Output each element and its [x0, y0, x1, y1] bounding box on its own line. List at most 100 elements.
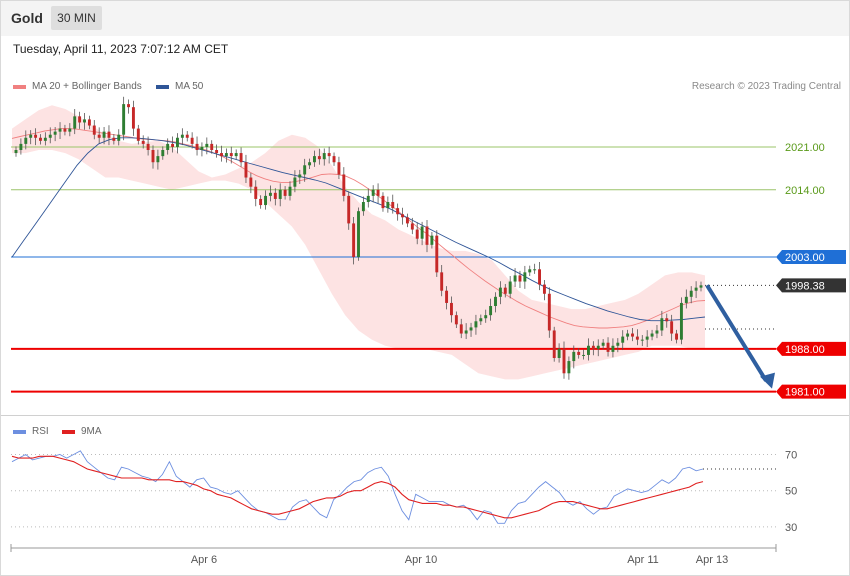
candle-body: [601, 342, 605, 346]
candle-body: [420, 226, 424, 239]
candle-body: [474, 321, 478, 328]
candle-body: [176, 137, 179, 147]
legend-ma50: MA 50: [156, 81, 203, 92]
candle-body: [616, 342, 620, 346]
rsi-line: [11, 450, 704, 524]
timestamp: Tuesday, April 11, 2023 7:07:12 AM CET: [13, 42, 229, 56]
candle-body: [278, 189, 282, 199]
candle-body: [220, 153, 223, 157]
candle-body: [454, 315, 458, 325]
candle-body: [645, 336, 649, 340]
candle-body: [161, 150, 165, 157]
candle-body: [24, 137, 28, 144]
candle-body: [58, 128, 62, 132]
candle-body: [405, 217, 409, 224]
level-label: 1988.00: [785, 344, 825, 356]
candle-body: [396, 208, 400, 215]
candle-body: [401, 214, 404, 218]
candle-body: [440, 272, 444, 291]
level-label: 2021.00: [785, 142, 825, 154]
candle-body: [582, 354, 586, 356]
candle-body: [156, 156, 160, 163]
level-tag: [776, 384, 846, 399]
candle-body: [63, 128, 67, 132]
forecast-arrow-head: [760, 372, 775, 389]
candle-body: [317, 156, 321, 160]
candle-body: [122, 104, 126, 135]
candle-body: [298, 174, 302, 178]
rsi-tick-label: 30: [785, 522, 797, 534]
level-lines: [11, 146, 776, 393]
ma20-swatch: [13, 84, 26, 89]
candle-body: [337, 162, 341, 175]
candle-body: [489, 306, 493, 316]
candle-body: [180, 134, 184, 138]
candle-body: [464, 330, 468, 334]
candle-body: [542, 284, 546, 294]
candle-body: [366, 195, 370, 202]
candle-body: [141, 140, 145, 144]
candle-body: [244, 162, 248, 178]
candle-body: [503, 287, 507, 294]
rsi-tick-label: 70: [785, 449, 797, 461]
candle-body: [102, 131, 106, 138]
rsi-swatch: [13, 429, 26, 434]
candle-body: [498, 287, 502, 297]
candle-body: [234, 153, 238, 157]
forecast-arrow-shaft: [705, 284, 768, 382]
candle-body: [259, 198, 263, 206]
x-tick-label: Apr 6: [191, 554, 217, 566]
candle-body: [611, 345, 615, 352]
candle-body: [357, 211, 360, 258]
candle-body: [689, 290, 693, 297]
rsi-panel: 70 50 30: [11, 449, 797, 534]
header-bar: [1, 1, 849, 36]
legend-rsi: RSI: [13, 426, 49, 437]
candle-body: [494, 296, 497, 306]
candle-body: [430, 235, 434, 245]
forecast-arrow: [705, 284, 775, 389]
candle-body: [371, 189, 375, 196]
candle-body: [518, 275, 522, 282]
candle-body: [68, 128, 72, 132]
candle-body: [684, 296, 688, 303]
candle-body: [670, 321, 674, 334]
candle-body: [112, 137, 116, 141]
candle-body: [650, 333, 654, 337]
candle-body: [347, 195, 351, 224]
rsi-ma-swatch: [62, 429, 75, 434]
candle-body: [596, 345, 600, 349]
rsi-ma-line: [11, 455, 704, 519]
candle-body: [43, 137, 47, 141]
legend-ma20-label: MA 20 + Bollinger Bands: [32, 81, 142, 92]
candle-body: [386, 202, 390, 209]
timeframe-button[interactable]: 30 MIN: [51, 6, 102, 30]
candle-body: [445, 290, 449, 303]
candle-body: [117, 134, 121, 141]
candle-body: [631, 333, 634, 337]
instrument-title: Gold: [11, 10, 43, 26]
candle-body: [249, 177, 253, 187]
candle-body: [415, 229, 419, 239]
legend-rsi-label: RSI: [32, 426, 49, 437]
candle-body: [53, 131, 57, 135]
level-tag: [776, 278, 846, 293]
candle-body: [39, 137, 42, 141]
candle-body: [131, 107, 135, 129]
candle-body: [229, 153, 233, 157]
candle-body: [528, 269, 532, 273]
candle-body: [459, 324, 463, 334]
candle-body: [513, 275, 517, 282]
candle-body: [665, 318, 669, 322]
candle-body: [166, 143, 170, 150]
level-label: 1981.00: [785, 387, 825, 399]
candle-body: [479, 318, 483, 322]
candle-body: [694, 287, 698, 291]
candle-body: [410, 223, 414, 230]
level-tag: [776, 250, 846, 265]
candle-body: [308, 162, 312, 166]
candle-body: [215, 150, 219, 154]
candle-body: [508, 281, 512, 294]
candle-body: [273, 192, 277, 199]
candle-body: [567, 361, 571, 374]
